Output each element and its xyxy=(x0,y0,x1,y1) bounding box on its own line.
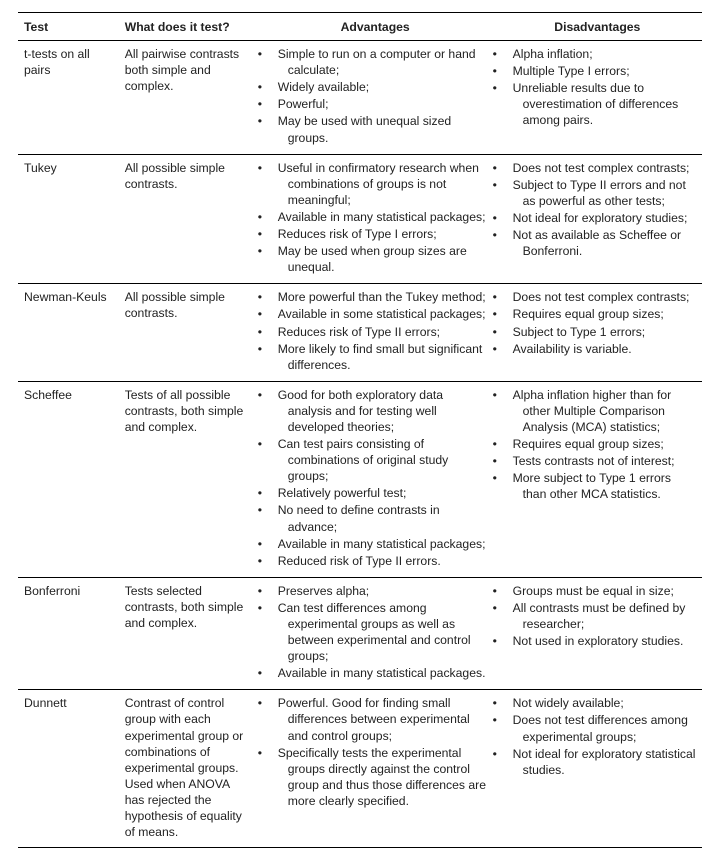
cell-what: Contrast of control group with each expe… xyxy=(119,690,258,848)
cell-disadvantages: Does not test complex contrasts;Subject … xyxy=(493,154,702,284)
cell-advantages: Good for both exploratory data analysis … xyxy=(258,381,493,577)
list-item: Does not test complex contrasts; xyxy=(513,160,696,176)
header-test: Test xyxy=(18,13,119,41)
disadvantages-list: Groups must be equal in size;All contras… xyxy=(499,583,696,649)
header-advantages: Advantages xyxy=(258,13,493,41)
list-item: More likely to find small but significan… xyxy=(278,341,487,373)
list-item: Reduces risk of Type I errors; xyxy=(278,226,487,242)
list-item: Does not test complex contrasts; xyxy=(513,289,696,305)
disadvantages-list: Does not test complex contrasts;Subject … xyxy=(499,160,696,260)
cell-disadvantages: Groups must be equal in size;All contras… xyxy=(493,577,702,690)
cell-advantages: More powerful than the Tukey method;Avai… xyxy=(258,284,493,381)
list-item: Available in many statistical packages; xyxy=(278,209,487,225)
list-item: Not ideal for exploratory statistical st… xyxy=(513,746,696,778)
list-item: Not ideal for exploratory studies; xyxy=(513,210,696,226)
list-item: Powerful. Good for finding small differe… xyxy=(278,695,487,743)
list-item: Can test differences among experimental … xyxy=(278,600,487,664)
list-item: Specifically tests the experimental grou… xyxy=(278,745,487,809)
list-item: Can test pairs consisting of combination… xyxy=(278,436,487,484)
table-row: ScheffeeTests of all possible contrasts,… xyxy=(18,381,702,577)
header-disadvantages: Disadvantages xyxy=(493,13,702,41)
cell-test: t-tests on all pairs xyxy=(18,41,119,155)
list-item: Available in some statistical packages; xyxy=(278,306,487,322)
cell-disadvantages: Not widely available;Does not test diffe… xyxy=(493,690,702,848)
list-item: Does not test differences among experime… xyxy=(513,712,696,744)
cell-disadvantages: Does not test complex contrasts;Requires… xyxy=(493,284,702,381)
list-item: Good for both exploratory data analysis … xyxy=(278,387,487,435)
cell-what: Tests selected contrasts, both simple an… xyxy=(119,577,258,690)
disadvantages-list: Does not test complex contrasts;Requires… xyxy=(499,289,696,356)
list-item: Powerful; xyxy=(278,96,487,112)
list-item: May be used with unequal sized groups. xyxy=(278,113,487,145)
advantages-list: Preserves alpha;Can test differences amo… xyxy=(264,583,487,682)
cell-what: All possible simple contrasts. xyxy=(119,284,258,381)
list-item: Availability is variable. xyxy=(513,341,696,357)
advantages-list: Good for both exploratory data analysis … xyxy=(264,387,487,569)
table-row: t-tests on all pairsAll pairwise contras… xyxy=(18,41,702,155)
table-row: BonferroniTests selected contrasts, both… xyxy=(18,577,702,690)
cell-what: All pairwise contrasts both simple and c… xyxy=(119,41,258,155)
list-item: Reduces risk of Type II errors; xyxy=(278,324,487,340)
table-row: TukeyAll possible simple contrasts. Usefu… xyxy=(18,154,702,284)
cell-what: Tests of all possible contrasts, both si… xyxy=(119,381,258,577)
list-item: Relatively powerful test; xyxy=(278,485,487,501)
list-item: Groups must be equal in size; xyxy=(513,583,696,599)
cell-test: Bonferroni xyxy=(18,577,119,690)
table-header: Test What does it test? Advantages Disad… xyxy=(18,13,702,41)
header-what: What does it test? xyxy=(119,13,258,41)
cell-test: Tukey xyxy=(18,154,119,284)
list-item: Available in many statistical packages. xyxy=(278,665,487,681)
table-row: DunnettContrast of control group with ea… xyxy=(18,690,702,848)
list-item: Not used in exploratory studies. xyxy=(513,633,696,649)
disadvantages-list: Alpha inflation higher than for other Mu… xyxy=(499,387,696,503)
cell-advantages: Powerful. Good for finding small differe… xyxy=(258,690,493,848)
list-item: Requires equal group sizes; xyxy=(513,306,696,322)
disadvantages-list: Not widely available;Does not test diffe… xyxy=(499,695,696,777)
comparison-table: Test What does it test? Advantages Disad… xyxy=(18,12,702,848)
list-item: Useful in confirmatory research when com… xyxy=(278,160,487,208)
table-body: t-tests on all pairsAll pairwise contras… xyxy=(18,41,702,848)
list-item: More powerful than the Tukey method; xyxy=(278,289,487,305)
list-item: Preserves alpha; xyxy=(278,583,487,599)
advantages-list: Useful in confirmatory research when com… xyxy=(264,160,487,276)
list-item: Requires equal group sizes; xyxy=(513,436,696,452)
list-item: Subject to Type 1 errors; xyxy=(513,324,696,340)
cell-advantages: Useful in confirmatory research when com… xyxy=(258,154,493,284)
list-item: Widely available; xyxy=(278,79,487,95)
cell-test: Scheffee xyxy=(18,381,119,577)
cell-disadvantages: Alpha inflation;Multiple Type I errors;U… xyxy=(493,41,702,155)
list-item: Unreliable results due to overestimation… xyxy=(513,80,696,128)
comparison-table-page: Test What does it test? Advantages Disad… xyxy=(0,0,720,868)
cell-disadvantages: Alpha inflation higher than for other Mu… xyxy=(493,381,702,577)
table-row: Newman-KeulsAll possible simple contrast… xyxy=(18,284,702,381)
list-item: Multiple Type I errors; xyxy=(513,63,696,79)
list-item: Simple to run on a computer or hand calc… xyxy=(278,46,487,78)
list-item: Alpha inflation higher than for other Mu… xyxy=(513,387,696,435)
list-item: All contrasts must be defined by researc… xyxy=(513,600,696,632)
cell-test: Newman-Keuls xyxy=(18,284,119,381)
list-item: More subject to Type 1 errors than other… xyxy=(513,470,696,502)
list-item: Tests contrasts not of interest; xyxy=(513,453,696,469)
list-item: Alpha inflation; xyxy=(513,46,696,62)
list-item: Reduced risk of Type II errors. xyxy=(278,553,487,569)
list-item: No need to define contrasts in advance; xyxy=(278,502,487,534)
list-item: Available in many statistical packages; xyxy=(278,536,487,552)
list-item: Not widely available; xyxy=(513,695,696,711)
disadvantages-list: Alpha inflation;Multiple Type I errors;U… xyxy=(499,46,696,128)
list-item: May be used when group sizes are unequal… xyxy=(278,243,487,275)
cell-advantages: Preserves alpha;Can test differences amo… xyxy=(258,577,493,690)
cell-what: All possible simple contrasts. xyxy=(119,154,258,284)
advantages-list: More powerful than the Tukey method;Avai… xyxy=(264,289,487,372)
cell-test: Dunnett xyxy=(18,690,119,848)
advantages-list: Powerful. Good for finding small differe… xyxy=(264,695,487,809)
advantages-list: Simple to run on a computer or hand calc… xyxy=(264,46,487,146)
cell-advantages: Simple to run on a computer or hand calc… xyxy=(258,41,493,155)
list-item: Subject to Type II errors and not as pow… xyxy=(513,177,696,209)
list-item: Not as available as Scheffee or Bonferro… xyxy=(513,227,696,259)
